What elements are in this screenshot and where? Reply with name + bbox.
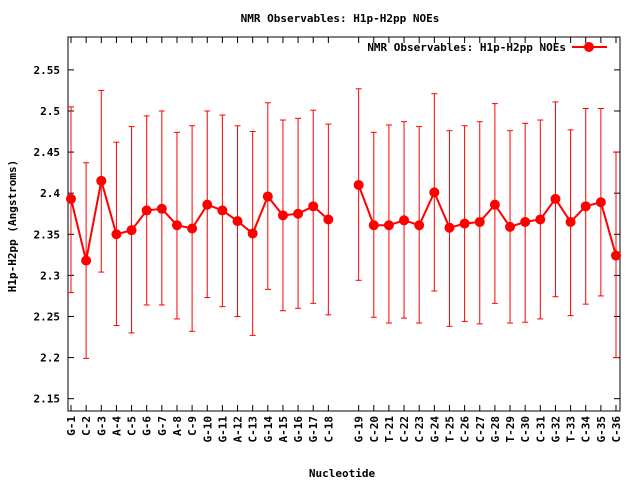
data-point: [232, 216, 243, 227]
x-tick-label: G-17: [307, 416, 320, 443]
data-point: [262, 191, 273, 202]
y-tick-label: 2.15: [34, 393, 61, 406]
legend-marker: [584, 42, 594, 52]
data-point: [66, 193, 76, 204]
x-tick-label: C-26: [459, 416, 472, 443]
x-axis-label: Nucleotide: [309, 467, 376, 480]
data-point: [202, 199, 213, 210]
data-point: [171, 220, 182, 231]
data-point: [565, 216, 576, 227]
x-tick-label: C-20: [368, 416, 381, 443]
data-point: [308, 201, 319, 212]
x-tick-label: C-36: [610, 416, 623, 443]
x-tick-label: C-2: [80, 416, 93, 436]
y-tick-label: 2.3: [40, 269, 60, 282]
data-point: [535, 214, 546, 225]
series-line-segment: [70, 180, 330, 261]
x-tick-label: T-25: [443, 416, 456, 443]
data-point: [247, 228, 258, 239]
x-tick-label: G-3: [95, 416, 108, 436]
data-point: [353, 179, 364, 190]
legend-label: NMR Observables: H1p-H2pp NOEs: [367, 41, 566, 54]
x-tick-label: G-32: [549, 416, 562, 443]
x-tick-label: G-28: [489, 416, 502, 443]
data-point: [505, 221, 516, 232]
plot-frame: [67, 36, 621, 412]
data-point: [368, 220, 379, 231]
x-tick-label: C-22: [398, 416, 411, 443]
y-tick-label: 2.45: [34, 146, 61, 159]
data-point: [474, 216, 485, 227]
x-tick-label: G-14: [262, 416, 275, 443]
x-tick-label: C-34: [580, 416, 593, 443]
x-tick-label: A-15: [277, 416, 290, 443]
x-tick-label: G-24: [428, 416, 441, 443]
y-tick-label: 2.5: [40, 105, 60, 118]
x-tick-label: C-30: [519, 416, 532, 443]
data-point: [459, 218, 470, 229]
data-point: [81, 255, 92, 266]
x-tick-label: C-31: [534, 416, 547, 443]
x-tick-label: G-7: [156, 416, 169, 436]
data-point: [550, 193, 561, 204]
data-point: [429, 187, 440, 198]
y-tick-label: 2.25: [34, 310, 61, 323]
data-point: [217, 205, 228, 216]
data-point: [111, 229, 122, 240]
data-point: [414, 220, 425, 231]
x-tick-label: G-6: [141, 416, 154, 436]
x-tick-label: G-11: [216, 416, 229, 443]
x-tick-label: C-5: [126, 416, 139, 436]
data-point: [489, 199, 500, 210]
x-tick-label: C-18: [322, 416, 335, 443]
x-tick-label: T-33: [565, 416, 578, 443]
y-axis-label: H1p-H2pp (Angstroms): [6, 160, 19, 292]
data-point: [156, 203, 167, 214]
y-tick-label: 2.55: [34, 64, 61, 77]
data-point: [399, 215, 410, 226]
y-tick-label: 2.4: [40, 187, 60, 200]
x-tick-label: C-9: [186, 416, 199, 436]
data-point: [126, 225, 137, 236]
data-point: [580, 201, 591, 212]
x-tick-label: A-12: [232, 416, 245, 443]
y-tick-label: 2.35: [34, 228, 61, 241]
data-point: [96, 175, 107, 186]
data-point: [293, 208, 304, 219]
x-tick-label: A-8: [171, 416, 184, 436]
x-tick-label: G-16: [292, 416, 305, 443]
plot-area: 2.152.22.252.32.352.42.452.52.55G-1 C-2 G-…: [34, 36, 623, 443]
y-tick-label: 2.2: [40, 352, 60, 365]
data-point: [383, 220, 394, 231]
data-point: [520, 216, 531, 227]
data-point: [323, 214, 334, 225]
legend: NMR Observables: H1p-H2pp NOEs: [367, 41, 607, 54]
data-point: [595, 197, 606, 208]
data-point: [141, 205, 152, 216]
data-point: [444, 222, 455, 233]
series-line-segment: [357, 184, 617, 256]
chart-title: NMR Observables: H1p-H2pp NOEs: [241, 12, 440, 25]
x-tick-label: T-21: [383, 416, 396, 443]
data-point: [611, 250, 621, 261]
x-tick-label: A-4: [110, 416, 123, 436]
data-point: [187, 223, 198, 234]
x-tick-label: C-13: [247, 416, 260, 443]
x-tick-label: G-1: [65, 416, 78, 436]
x-tick-label: G-19: [353, 416, 366, 443]
x-tick-label: C-27: [474, 416, 487, 443]
x-tick-label: G-35: [595, 416, 608, 443]
x-tick-label: G-10: [201, 416, 214, 443]
x-tick-label: T-29: [504, 416, 517, 443]
data-point: [277, 210, 288, 221]
x-tick-label: C-23: [413, 416, 426, 443]
